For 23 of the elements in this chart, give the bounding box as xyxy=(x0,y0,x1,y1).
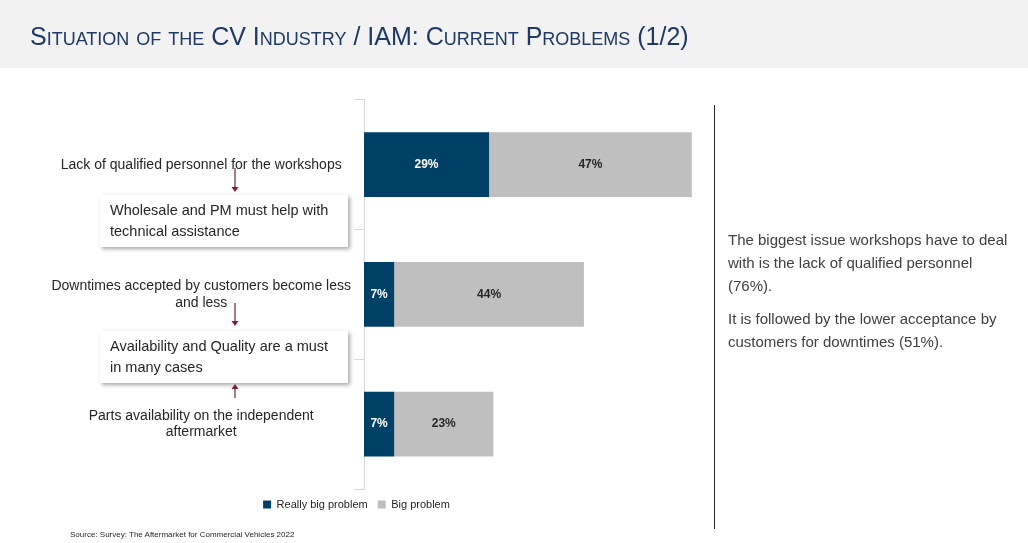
y-tick-label: Lack of qualified personnel for the workshops xyxy=(60,155,342,172)
data-label: 7% xyxy=(370,416,389,431)
text: Availability and Quality are a must in many cases xyxy=(100,331,348,383)
bar xyxy=(364,132,490,198)
text: Wholesale and PM must help with technical assistance xyxy=(100,195,348,247)
data-label: 47% xyxy=(578,156,603,171)
y-tick-label: Downtimes accepted by customers become less and less xyxy=(51,276,351,310)
chart-title: Situation of the CV Industry / IAM: Current Problems (1/2) xyxy=(30,22,689,51)
text: The biggest issue workshops have to deal with is the lack of qualified personnel (76%). xyxy=(728,230,1009,296)
bar xyxy=(394,391,494,457)
bar xyxy=(364,391,395,457)
legend-label: Big problem xyxy=(391,497,450,510)
y-tick-label: Parts availability on the independent aftermarket xyxy=(88,406,314,440)
bar xyxy=(364,261,395,327)
text: It is followed by the lower acceptance by customers for downtimes (51%). xyxy=(728,309,998,352)
legend-label: Really big problem xyxy=(276,497,368,510)
data-label: 7% xyxy=(370,286,389,301)
source-note: Source: Survey: The Aftermarket for Commercial Vehicles 2022 xyxy=(70,530,295,539)
bar xyxy=(394,261,584,327)
data-label: 29% xyxy=(414,156,439,171)
bar xyxy=(489,132,692,198)
data-label: 23% xyxy=(431,416,457,431)
data-label: 44% xyxy=(477,286,502,301)
